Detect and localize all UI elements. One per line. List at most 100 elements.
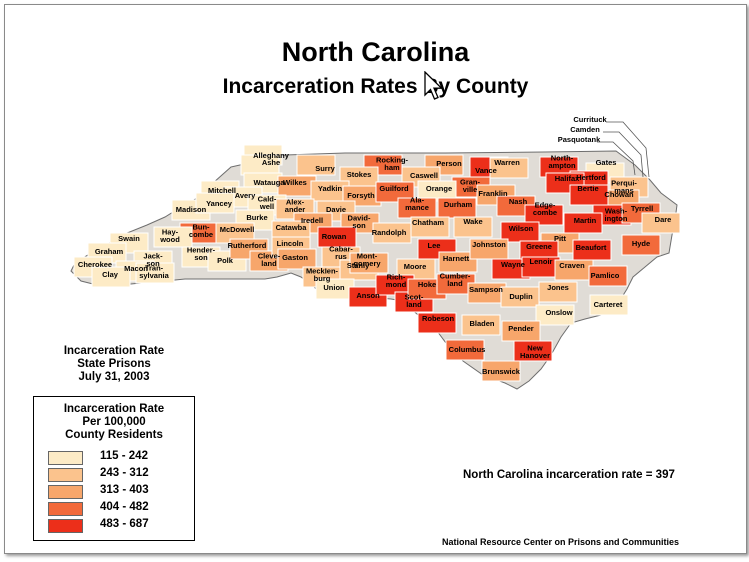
county-label-bun-combe: Bun-combe [189,223,213,240]
county-label-nash: Nash [509,197,528,206]
county-label-scot-land: Scot-land [405,293,424,310]
county-label-hyde: Hyde [632,239,650,248]
county-label-pamlico: Pamlico [591,271,620,280]
county-label-wilkes: Wilkes [283,178,307,187]
county-label-pitt: Pitt [554,234,567,243]
county-label-camden: Camden [570,125,600,134]
county-label-cherokee: Cherokee [78,260,112,269]
county-label-onslow: Onslow [545,308,572,317]
county-bertie [569,184,609,206]
county-label-mont-gomery: Mont-gomery [353,252,381,269]
county-label-tran-sylvania: Tran-sylvania [139,264,169,281]
county-tran-sylvania [135,262,175,284]
county-label-brunswick: Brunswick [482,367,521,376]
county-label-lenoir: Lenoir [530,257,553,266]
county-label-polk: Polk [217,256,234,265]
county-label-harnett: Harnett [443,254,470,263]
county-label-union: Union [323,283,345,292]
county-cells [73,144,681,382]
county-label-johnston: Johnston [472,240,506,249]
county-gaston [277,248,317,270]
county-label-perqui-mans: Perqui-mans [611,179,637,196]
legend-box: Incarceration Rate Per 100,000 County Re… [33,396,195,541]
county-label-rich-mond: Rich-mond [386,273,407,290]
county-mont-gomery [349,252,389,274]
source-credit: National Resource Center on Prisons and … [442,537,680,547]
county-label-wake: Wake [463,217,482,226]
legend-title-line-1: Incarceration Rate [63,403,165,415]
county-label-stokes: Stokes [347,170,372,179]
county-orange [417,180,457,202]
county-label-edge-combe: Edge-combe [533,201,557,218]
county-label-duplin: Duplin [509,292,533,301]
county-label-cleve-land: Cleve-land [258,252,281,269]
county-onslow [535,304,575,326]
county-yancey [195,192,235,214]
county-label-bladen: Bladen [469,319,494,328]
county-newhanover [513,340,553,362]
county-label-avery: Avery [235,191,256,200]
county-label-hender-son: Hender-son [187,246,216,263]
county-label-north-ampton: North-ampton [548,154,576,171]
county-label-carteret: Carteret [594,300,623,309]
county-label-jones: Jones [547,283,569,292]
county-johnston [469,238,509,260]
county-label-warren: Warren [494,158,520,167]
county-label-craven: Craven [559,261,585,270]
county-wake [453,216,493,238]
county-label-graham: Graham [95,247,124,256]
county-label-lincoln: Lincoln [277,239,304,248]
county-label-yancey: Yancey [206,199,233,208]
legend-swatch [48,451,83,465]
county-label-vance: Vance [475,166,497,175]
county-label-pender: Pender [508,324,534,333]
county-brunswick [481,360,521,382]
county-label-rowan: Rowan [322,232,347,241]
county-label-orange: Orange [426,184,452,193]
county-label-gaston: Gaston [282,253,308,262]
county-edge-combe [524,204,564,226]
legend-swatch [48,502,83,516]
county-jones [538,281,578,303]
county-hyde [621,234,661,256]
county-label-jack-son: Jack-son [143,252,163,269]
county-label-newhanover: New Hanover [520,344,550,361]
county-label-moore: Moore [404,262,427,271]
county-label-chatham: Chatham [412,218,444,227]
county-label-clay: Clay [102,270,119,279]
county-label-hertford: Hertford [576,173,606,182]
county-label-cumber-land: Cumber-land [440,272,471,289]
county-hay-wood [153,226,193,248]
county-label-rocking-ham: Rocking-ham [376,156,409,173]
county-harnett [438,251,478,273]
county-label-wilson: Wilson [509,224,534,233]
legend-label: 243 - 312 [100,467,149,479]
county-label-pasquotank: Pasquotank [558,135,601,144]
legend-title-line-3: County Residents [65,429,163,441]
county-martin [563,212,603,234]
county-label-davie: Davie [326,205,346,214]
county-label-durham: Durham [444,200,473,209]
county-dare [641,212,681,234]
county-label-swain: Swain [118,234,140,243]
county-label-wash-ington: Wash-ington [605,207,628,224]
county-label-catawba: Catawba [276,223,308,232]
county-label-caswell: Caswell [410,171,438,180]
county-label-madison: Madison [176,205,207,214]
county-guilford [375,181,415,203]
county-label-burke: Burke [246,213,267,222]
legend-label: 483 - 687 [100,518,149,530]
county-label-alleghany: Alleghany [253,151,290,160]
county-carteret [589,294,629,316]
county-label-watauga: Watauga [254,178,286,187]
county-label-martin: Martin [574,216,597,225]
state-rate-note: North Carolina incarceration rate = 397 [463,469,675,481]
county-label-robeson: Robeson [422,314,455,323]
county-label-cald-well: Cald-well [258,195,277,212]
county-label-sampson: Sampson [469,285,503,294]
county-surry [296,154,336,176]
map-caption: Incarceration Rate State Prisons July 31… [29,345,199,384]
county-label-gran-ville: Gran-ville [460,178,481,195]
county-label-meckien-burg: MeckIen-burg [306,267,339,284]
